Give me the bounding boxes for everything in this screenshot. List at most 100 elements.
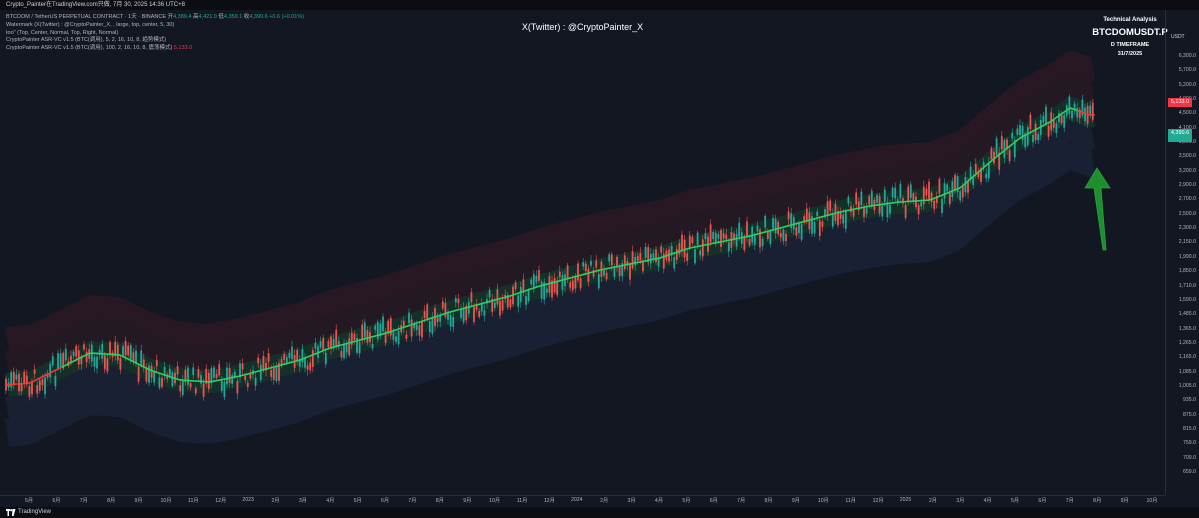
candle-body bbox=[353, 333, 356, 341]
candle-body bbox=[187, 367, 189, 385]
price-scale[interactable]: 6,300.05,700.05,200.04,900.04,500.04,100… bbox=[1165, 10, 1199, 495]
candle-body bbox=[278, 362, 280, 381]
candle-body bbox=[1003, 140, 1006, 158]
candle-body bbox=[980, 168, 982, 182]
candle-body bbox=[363, 322, 366, 338]
candle-body bbox=[930, 192, 933, 203]
candle-body bbox=[597, 273, 600, 289]
candle-body bbox=[899, 183, 902, 199]
candle-body bbox=[493, 302, 496, 308]
candle-body bbox=[889, 205, 891, 214]
candle-body bbox=[184, 369, 187, 383]
candle-body bbox=[64, 348, 67, 361]
candle-body bbox=[561, 275, 564, 290]
candle-body bbox=[704, 233, 707, 240]
candle-body bbox=[590, 260, 592, 266]
candle-body bbox=[1019, 124, 1021, 136]
candle-body bbox=[397, 330, 400, 345]
price-chart[interactable] bbox=[0, 10, 1165, 495]
candle-body bbox=[769, 231, 772, 245]
candle-body bbox=[842, 214, 845, 224]
time-scale-label: 6月 bbox=[381, 498, 390, 504]
time-scale-label: 8月 bbox=[764, 498, 773, 504]
last-price-tag-green: 4,390.6 bbox=[1168, 129, 1192, 142]
candle-body bbox=[621, 263, 624, 277]
candle-body bbox=[454, 297, 457, 303]
candle-body bbox=[990, 148, 993, 160]
green-up-arrow bbox=[1084, 167, 1111, 251]
candle-body bbox=[228, 367, 231, 384]
candle-body bbox=[1055, 123, 1058, 134]
candle-body bbox=[207, 372, 210, 390]
candle-body bbox=[374, 325, 377, 330]
candle-body bbox=[194, 388, 197, 394]
candle-body bbox=[168, 368, 171, 377]
candle-body bbox=[410, 319, 413, 337]
candle-body bbox=[993, 151, 995, 164]
candle-body bbox=[75, 345, 78, 357]
legend-high-label: 高 bbox=[192, 14, 199, 20]
candle-body bbox=[148, 365, 150, 383]
candle-body bbox=[283, 353, 286, 360]
time-scale-label: 2025 bbox=[899, 497, 912, 503]
candle-body bbox=[998, 152, 1001, 170]
candle-body bbox=[553, 277, 556, 293]
candle-body bbox=[280, 359, 283, 366]
candle-body bbox=[288, 352, 291, 359]
candle-body bbox=[231, 375, 234, 384]
candle-body bbox=[977, 171, 980, 178]
candle-body bbox=[439, 314, 442, 322]
candle-body bbox=[558, 271, 561, 278]
price-scale-label: 1,085.0 bbox=[1178, 368, 1196, 375]
price-scale-label: 1,365.0 bbox=[1178, 325, 1196, 332]
candle-body bbox=[413, 323, 416, 329]
candle-body bbox=[785, 233, 787, 241]
price-scale-label: 5,700.0 bbox=[1178, 67, 1196, 74]
candle-body bbox=[803, 216, 806, 223]
candle-body bbox=[44, 377, 46, 395]
candle-body bbox=[98, 349, 101, 355]
trend-line bbox=[4, 107, 1095, 386]
candle-body bbox=[746, 221, 748, 238]
time-scale[interactable]: 5月 6月 7月 8月 9月 10月 11月 12月 2023 2月 3月 4月 5月 6月 7月 8月 9月 1… bbox=[0, 495, 1165, 508]
candle-body bbox=[12, 371, 15, 386]
candle-body bbox=[821, 221, 824, 227]
candle-body bbox=[813, 222, 816, 234]
price-scale-label: 759.0 bbox=[1183, 440, 1196, 447]
candle-body bbox=[928, 181, 930, 200]
candle-body bbox=[717, 234, 720, 239]
candle-body bbox=[327, 341, 330, 347]
price-scale-label: 3,500.0 bbox=[1178, 153, 1196, 160]
legend-low-label: 低 bbox=[218, 14, 224, 20]
last-price-tag-red: 5,133.0 bbox=[1168, 98, 1192, 107]
candle-body bbox=[103, 355, 106, 370]
candle-body bbox=[200, 375, 202, 384]
candle-body bbox=[189, 383, 192, 388]
candle-body bbox=[790, 213, 793, 229]
candle-body bbox=[1073, 103, 1076, 111]
time-scale-label: 2月 bbox=[600, 498, 609, 504]
candle-body bbox=[519, 287, 522, 302]
candle-body bbox=[865, 208, 868, 214]
time-scale-label: 7月 bbox=[737, 498, 746, 504]
time-scale-label: 2023 bbox=[242, 497, 254, 503]
candle-body bbox=[259, 364, 262, 380]
candle-body bbox=[15, 374, 18, 380]
candle-body bbox=[605, 272, 608, 280]
candle-body bbox=[938, 178, 941, 194]
price-scale-label: 2,300.0 bbox=[1178, 225, 1196, 232]
candle-body bbox=[122, 346, 124, 356]
legend-open-label: 开 bbox=[167, 14, 174, 20]
time-scale-label: 5月 bbox=[682, 498, 691, 504]
candle-body bbox=[844, 211, 847, 229]
candle-body bbox=[244, 375, 247, 381]
candle-body bbox=[423, 310, 426, 319]
candle-body bbox=[787, 211, 790, 220]
candle-body bbox=[948, 192, 951, 205]
candle-body bbox=[725, 234, 728, 240]
legend-indicator-2-name: CryptoPainter ASR-VC v1.5 (BTC(调用), 100,… bbox=[6, 45, 173, 52]
legend-line-indicator-2: CryptoPainter ASR-VC v1.5 (BTC(调用), 100,… bbox=[6, 45, 304, 53]
candle-body bbox=[551, 280, 553, 298]
price-scale-label: 1,850.0 bbox=[1178, 268, 1196, 275]
candle-body bbox=[959, 191, 962, 201]
